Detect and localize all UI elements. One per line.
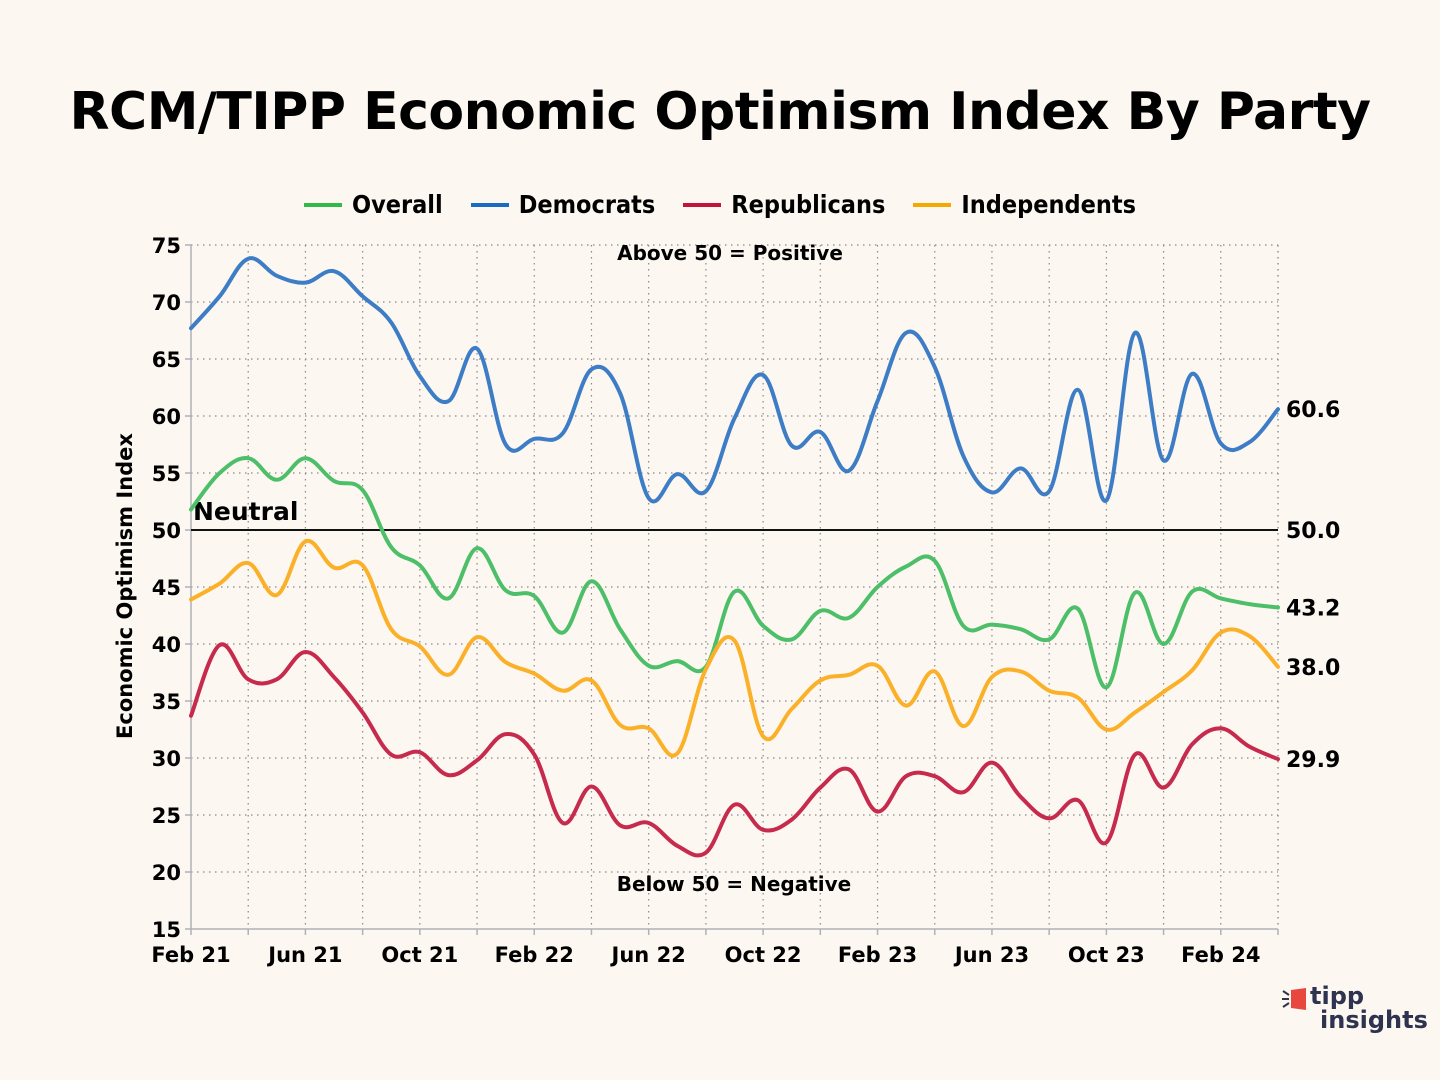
y-tick-label: 60 — [152, 405, 181, 429]
series-line-independents — [189, 538, 1280, 758]
x-tick-label: Feb 23 — [838, 943, 917, 967]
y-tick-label: 55 — [152, 462, 181, 486]
y-tick-label: 25 — [152, 804, 181, 828]
x-tick-label: Jun 21 — [266, 943, 342, 967]
legend-label-republicans: Republicans — [731, 190, 886, 219]
legend-label-overall: Overall — [351, 190, 443, 219]
legend-label-democrats: Democrats — [518, 190, 656, 219]
tipp-insights-logo: tipp insights — [1282, 984, 1432, 1036]
y-tick-label: 20 — [152, 861, 181, 885]
x-tick-label: Oct 23 — [1068, 943, 1145, 967]
neutral-label: Neutral — [193, 497, 298, 526]
y-axis-title: Economic Optimism Index — [113, 433, 137, 739]
series-line-republicans — [189, 642, 1280, 858]
legend-swatch-republicans — [683, 202, 722, 207]
end-label-neutral: 50.0 — [1286, 519, 1340, 544]
y-tick-label: 30 — [152, 747, 181, 771]
y-tick-label: 65 — [152, 348, 181, 372]
x-tick-label: Feb 21 — [151, 943, 230, 967]
logo-text-insights: insights — [1320, 1006, 1428, 1034]
legend-swatch-overall — [303, 202, 342, 207]
legend-item-overall: Overall — [303, 190, 443, 219]
neutral-reference: Neutral — [191, 497, 1278, 531]
x-tick-label: Feb 24 — [1181, 943, 1260, 967]
x-tick-label: Feb 22 — [495, 943, 574, 967]
end-label-overall: 43.2 — [1286, 597, 1340, 622]
chart-labels: 43.2 60.6 29.9 38.0 50.0 Above 50 = Positive B… — [617, 241, 1341, 896]
logo-text-tipp: tipp — [1310, 982, 1365, 1010]
chart-legend: Overall Democrats Republicans Independen… — [0, 190, 1440, 219]
axes: 15 20 25 30 35 40 45 50 55 60 65 70 75 Feb 21 Jun 21 Oc… — [113, 234, 1279, 967]
y-tick-label: 50 — [152, 519, 181, 543]
y-tick-label: 35 — [152, 690, 181, 714]
legend-label-independents: Independents — [961, 190, 1137, 219]
y-tick-label: 75 — [152, 234, 181, 258]
legend-item-independents: Independents — [913, 190, 1136, 219]
y-tick-label: 45 — [152, 576, 181, 600]
x-tick-label: Jun 23 — [953, 943, 1029, 967]
end-label-republicans: 29.9 — [1286, 748, 1340, 773]
x-tick-label: Jun 22 — [610, 943, 686, 967]
end-label-democrats: 60.6 — [1286, 398, 1340, 423]
end-label-independents: 38.0 — [1286, 656, 1340, 681]
y-tick-label: 40 — [152, 633, 181, 657]
legend-swatch-independents — [913, 202, 952, 207]
annotation-above-50: Above 50 = Positive — [617, 241, 843, 265]
legend-item-democrats: Democrats — [470, 190, 656, 219]
series-line-democrats — [189, 256, 1280, 504]
annotation-below-50: Below 50 = Negative — [617, 872, 852, 896]
series-line-overall — [189, 456, 1280, 690]
y-tick-label: 15 — [152, 918, 181, 942]
y-tick-label: 70 — [152, 291, 181, 315]
chart-title: RCM/TIPP Economic Optimism Index By Part… — [69, 82, 1371, 142]
x-tick-label: Oct 21 — [381, 943, 458, 967]
legend-item-republicans: Republicans — [683, 190, 885, 219]
x-tick-label: Oct 22 — [725, 943, 802, 967]
series-lines — [189, 256, 1280, 858]
legend-swatch-democrats — [470, 202, 509, 207]
logo-megaphone-icon — [1282, 988, 1306, 1010]
